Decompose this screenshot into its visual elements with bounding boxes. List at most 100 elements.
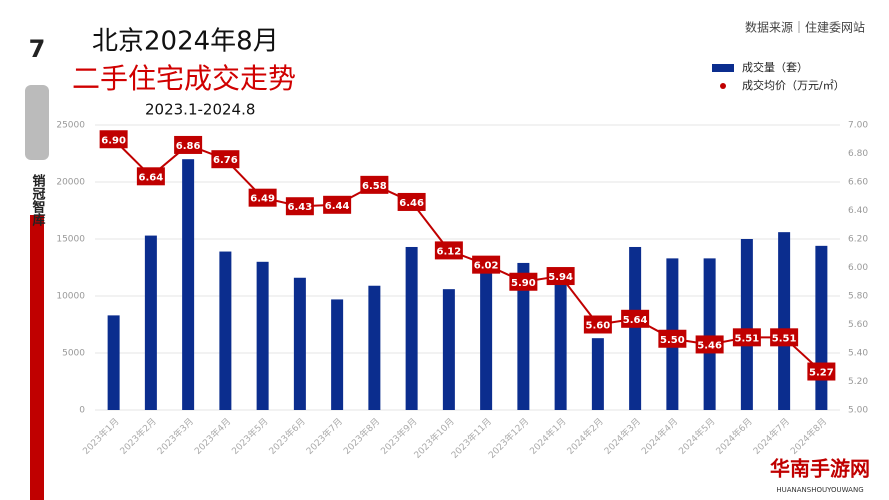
value-label-box [658,329,687,348]
value-label: 5.64 [623,315,648,326]
value-label-box [583,315,612,334]
value-label-box [99,130,128,149]
x-tick-label: 2023年1月 [80,415,121,456]
value-label-box [732,328,761,347]
value-label: 6.76 [213,155,238,166]
logo-subtitle: HUANANSHOUYOUWANG [776,486,863,494]
side-bar [30,215,44,500]
x-tick-label: 2024年7月 [751,415,792,456]
y2-tick-label: 5.40 [848,349,868,359]
y2-tick-label: 5.60 [848,320,868,330]
value-label: 6.46 [399,198,424,209]
x-tick-label: 2024年2月 [564,415,605,456]
legend-swatch [720,83,726,89]
value-label-box [472,255,501,274]
y-tick-label: 10000 [56,292,85,302]
value-label: 6.44 [325,201,350,212]
legend-label: 成交量（套） [742,60,808,74]
value-label-box [695,335,724,354]
bar [331,299,344,410]
value-label-box [211,150,240,169]
period: 2023.1-2024.8 [145,101,255,119]
value-label-box [323,195,352,214]
value-label: 6.02 [474,261,499,272]
bar [629,246,642,410]
x-tick-label: 2024年4月 [639,415,680,456]
bar [368,285,381,410]
value-label-box [770,328,799,347]
value-label: 6.58 [362,181,387,192]
value-label: 5.51 [735,333,760,344]
y2-tick-label: 5.80 [848,292,868,302]
value-label-box [509,272,538,291]
x-tick-label: 2023年6月 [266,415,307,456]
value-label: 6.43 [288,202,313,213]
x-tick-label: 2023年4月 [192,415,233,456]
value-label-box [621,309,650,328]
value-label: 5.51 [772,333,797,344]
source: 数据来源｜住建委网站 [745,20,865,35]
y2-tick-label: 6.40 [848,206,868,216]
value-label: 6.90 [101,135,126,146]
brand: 销冠智库 [30,173,46,227]
y2-tick-label: 5.20 [848,377,868,387]
x-tick-label: 2024年1月 [527,415,568,456]
value-label: 5.60 [586,321,611,332]
y2-tick-label: 6.80 [848,149,868,159]
value-label-box [807,362,836,381]
value-label: 5.90 [511,278,536,289]
y2-tick-label: 5.00 [848,406,868,416]
bar [144,235,157,410]
bar [405,246,418,410]
legend-label: 成交均价（万元/㎡） [742,78,845,92]
value-label: 5.46 [697,340,722,351]
bar [740,239,753,410]
bar [815,245,828,410]
value-label: 6.86 [176,141,201,152]
x-tick-label: 2024年6月 [713,415,754,456]
bar [219,251,232,410]
y2-tick-label: 7.00 [848,121,868,131]
x-tick-label: 2023年2月 [117,415,158,456]
chart-subtitle: 二手住宅成交走势 [72,62,296,95]
value-label-box [136,167,165,186]
y-tick-label: 20000 [56,178,85,188]
logo-name: 华南手游网 [770,457,870,481]
x-tick-label: 2024年5月 [676,415,717,456]
y2-tick-label: 6.20 [848,235,868,245]
bar [480,269,493,410]
x-tick-label: 2023年5月 [229,415,270,456]
x-tick-label: 2024年8月 [788,415,829,456]
value-label: 5.94 [548,272,573,283]
x-tick-label: 2023年9月 [378,415,419,456]
value-label-box [397,192,426,211]
x-tick-label: 2023年3月 [155,415,196,456]
bar [591,338,604,410]
value-label-box [285,197,314,216]
y-tick-label: 25000 [56,121,85,131]
mascot [25,85,49,160]
y2-tick-label: 6.00 [848,263,868,273]
x-tick-label: 2023年8月 [341,415,382,456]
bar [107,315,120,410]
value-label: 6.64 [139,172,164,183]
y-tick-label: 0 [79,406,85,416]
value-label-box [174,135,203,154]
value-label-box [360,175,389,194]
value-label: 5.50 [660,335,685,346]
value-label: 5.27 [809,368,834,379]
x-tick-label: 2024年3月 [602,415,643,456]
x-tick-label: 2023年7月 [304,415,345,456]
value-label: 6.49 [250,194,275,205]
bar [182,159,195,410]
value-label-box [434,241,463,260]
value-label: 6.12 [437,246,462,257]
bar [554,282,567,410]
y-tick-label: 15000 [56,235,85,245]
bar [442,289,455,410]
value-label-box [248,188,277,207]
bar [293,277,306,410]
bar [256,261,269,410]
x-tick-label: 2023年12月 [486,415,532,461]
